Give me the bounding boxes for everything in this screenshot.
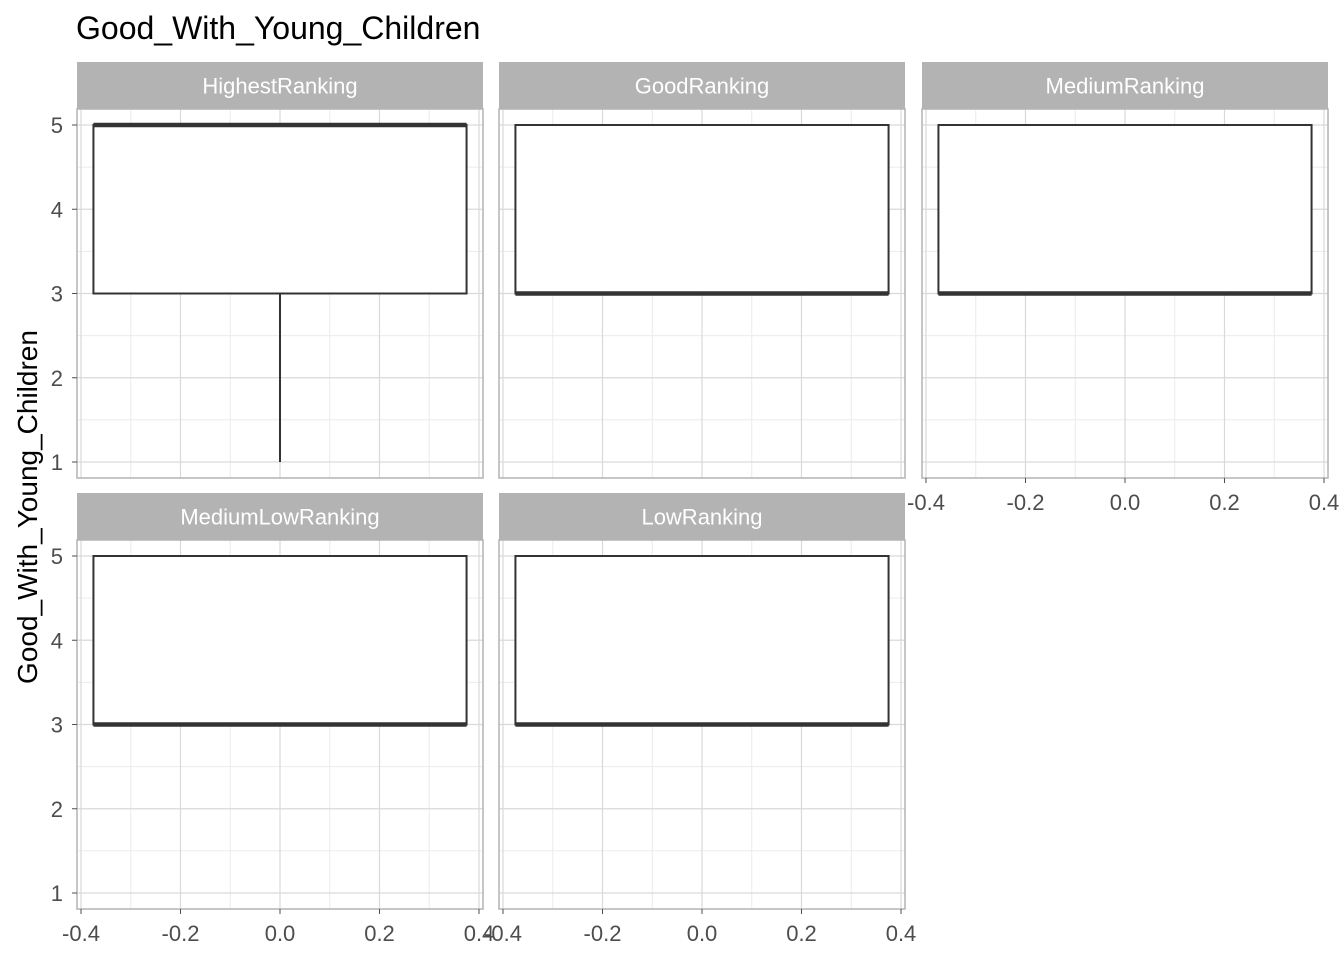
x-tick-label: 0.2 (364, 921, 395, 946)
y-tick-label: 4 (51, 197, 63, 222)
y-tick-label: 5 (51, 544, 63, 569)
x-tick-label: -0.4 (62, 921, 100, 946)
x-tick-label: 0.0 (1110, 490, 1141, 515)
y-tick-label: 2 (51, 797, 63, 822)
y-tick-label: 1 (51, 881, 63, 906)
x-tick-label: 0.2 (786, 921, 817, 946)
facet-strip (77, 493, 483, 540)
box (937, 124, 1313, 295)
y-tick-label: 2 (51, 366, 63, 391)
facet-strip (499, 62, 905, 109)
box (514, 555, 890, 726)
x-tick-label: 0.2 (1209, 490, 1240, 515)
x-tick-label: 0.0 (687, 921, 718, 946)
facet-strip-label: HighestRanking (202, 74, 357, 99)
x-tick-label: 0.4 (886, 921, 917, 946)
x-tick-label: -0.2 (162, 921, 200, 946)
x-tick-label: 0.4 (464, 921, 495, 946)
y-tick-label: 4 (51, 628, 63, 653)
box (92, 124, 468, 295)
facet-strip-label: LowRanking (641, 505, 762, 530)
panel-border (498, 108, 906, 479)
box (92, 555, 468, 726)
x-tick-label: 0.0 (265, 921, 296, 946)
facet-strip (77, 62, 483, 109)
y-tick-label: 3 (51, 282, 63, 307)
x-tick-label: -0.2 (584, 921, 622, 946)
x-tick-label: -0.4 (484, 921, 522, 946)
facet-strip-label: MediumRanking (1046, 74, 1205, 99)
facet-strip-label: GoodRanking (635, 74, 770, 99)
facet-strip (922, 62, 1328, 109)
facet-strip (499, 493, 905, 540)
y-tick-label: 1 (51, 450, 63, 475)
x-tick-label: -0.2 (1007, 490, 1045, 515)
x-tick-label: -0.4 (907, 490, 945, 515)
facet-strip-label: MediumLowRanking (180, 505, 379, 530)
box (514, 124, 890, 295)
x-tick-label: 0.4 (1309, 490, 1340, 515)
y-tick-label: 3 (51, 713, 63, 738)
y-tick-label: 5 (51, 113, 63, 138)
chart-title: Good_With_Young_Children (76, 10, 481, 46)
